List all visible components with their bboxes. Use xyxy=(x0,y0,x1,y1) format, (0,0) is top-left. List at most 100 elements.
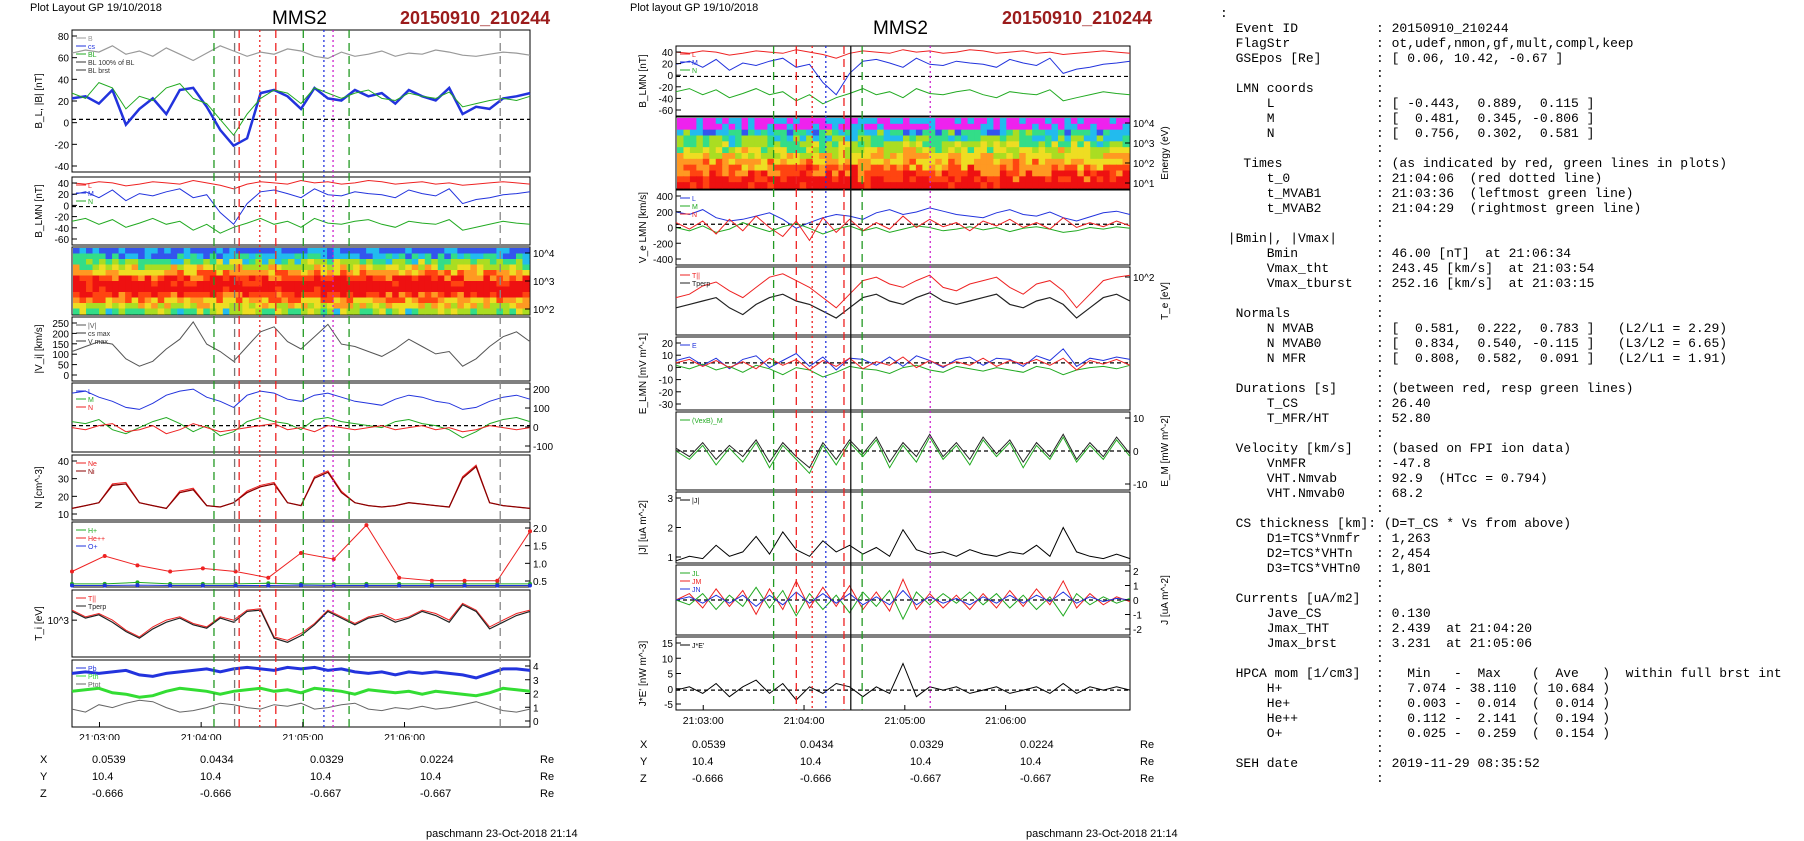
spectrogram-cell xyxy=(398,286,406,293)
spectrogram-cell xyxy=(183,297,191,304)
spectrogram-cell xyxy=(1045,158,1053,166)
y-tick-label: -30 xyxy=(659,400,674,411)
spectrogram-cell xyxy=(444,248,452,255)
spectrogram-cell xyxy=(515,281,524,288)
info-line: O+ : 0.025 - 0.259 ( 0.154 ) xyxy=(1220,726,1611,741)
spectrogram-cell xyxy=(483,264,491,271)
spectrogram-cell xyxy=(780,135,788,142)
legend-label: cs xyxy=(88,44,96,51)
spectrogram-cell xyxy=(935,141,943,148)
spectrogram-cell xyxy=(177,270,185,277)
spectrogram-cell xyxy=(105,253,113,260)
y-tick-label: -20 xyxy=(55,213,70,224)
y-tick-label: 0 xyxy=(533,717,539,728)
spectrogram-cell xyxy=(1045,182,1053,189)
spectrogram-cell xyxy=(281,270,289,277)
series-line xyxy=(71,465,531,510)
spectrogram-cell xyxy=(974,118,982,125)
spectrogram-cell xyxy=(1045,164,1053,172)
spectrogram-cell xyxy=(1116,118,1124,125)
y-axis-label: E_M [mW m^-2] xyxy=(1160,415,1171,487)
spectrogram-cell xyxy=(385,286,393,293)
spectrogram-cell xyxy=(844,176,852,183)
spectrogram-cell xyxy=(954,129,962,137)
spectrogram-cell xyxy=(190,275,198,282)
spectrogram-cell xyxy=(1083,129,1091,137)
coord-value: -0.666 xyxy=(200,787,232,800)
spectrogram-cell xyxy=(715,176,723,183)
spectrogram-cell xyxy=(689,147,697,154)
spectrogram-cell xyxy=(722,182,730,189)
spectrogram-cell xyxy=(496,286,504,293)
spectrogram-cell xyxy=(948,164,956,172)
spectrogram-cell xyxy=(515,292,524,299)
spectrogram-cell xyxy=(73,303,81,310)
spectrogram-cell xyxy=(131,248,139,255)
spectrogram-cell xyxy=(1070,135,1078,142)
spectrogram-cell xyxy=(340,297,348,304)
spectrogram-cell xyxy=(999,158,1007,166)
y-tick-label: 20 xyxy=(58,97,70,108)
spectrogram-cell xyxy=(890,170,898,177)
middle-footer: paschmann 23-Oct-2018 21:14 xyxy=(1026,828,1178,840)
spectrogram-cell xyxy=(79,297,87,304)
spectrogram-cell xyxy=(372,308,380,315)
spectrogram-cell xyxy=(287,292,296,299)
spectrogram-cell xyxy=(786,135,794,142)
spectrogram-cell xyxy=(340,275,348,282)
spectrogram-cell xyxy=(1122,118,1130,125)
spectrogram-cell xyxy=(99,308,107,315)
spectrogram-cell xyxy=(890,182,898,189)
spectrogram-cell xyxy=(307,259,315,266)
spectrogram-cell xyxy=(131,297,139,304)
spectrogram-cell xyxy=(463,292,471,299)
y-tick-label: -10 xyxy=(1133,480,1148,491)
y-tick-label: -10 xyxy=(659,376,674,387)
spectrogram-cell xyxy=(170,292,178,299)
spectrogram-cell xyxy=(287,259,296,266)
y-tick-label: 80 xyxy=(58,32,70,43)
spectrogram-cell xyxy=(1051,129,1059,137)
spectrogram-cell xyxy=(294,297,302,304)
spectrogram-cell xyxy=(1096,147,1104,154)
spectrogram-cell xyxy=(728,135,736,142)
spectrogram-cell xyxy=(974,176,982,183)
spectrogram-cell xyxy=(780,147,788,154)
spectrogram-cell xyxy=(242,264,250,271)
spectrogram-cell xyxy=(183,264,191,271)
spectrogram-cell xyxy=(1057,123,1066,131)
spectrogram-cell xyxy=(1006,118,1014,125)
spectrogram-cell xyxy=(489,281,498,288)
coord-unit: Re xyxy=(540,787,555,800)
spectrogram-cell xyxy=(118,275,126,282)
spectrogram-cell xyxy=(909,141,917,148)
spectrogram-cell xyxy=(715,118,723,125)
spectrogram-cell xyxy=(780,123,788,131)
legend-label: BL brst xyxy=(88,68,110,75)
legend-label: N xyxy=(88,199,93,206)
spectrogram-cell xyxy=(1103,129,1111,137)
spectrogram-cell xyxy=(255,292,263,299)
series-line xyxy=(71,423,531,435)
spectrogram-cell xyxy=(735,176,743,183)
spectrogram-cell xyxy=(857,182,865,189)
spectrogram-cell xyxy=(151,259,159,266)
spectrogram-cell xyxy=(799,176,807,183)
spectrogram-cell xyxy=(909,129,917,137)
spectrogram-cell xyxy=(741,129,749,137)
spectrogram-cell xyxy=(287,270,296,277)
spectrogram-cell xyxy=(877,118,885,125)
spectrogram-cell xyxy=(922,135,930,142)
spectrogram-cell xyxy=(1083,147,1091,154)
spectrogram-cell xyxy=(327,292,335,299)
spectrogram-cell xyxy=(209,308,217,315)
spectrogram-cell xyxy=(696,129,704,137)
spectrogram-cell xyxy=(353,259,361,266)
spectrogram-cell xyxy=(806,153,814,160)
spectrogram-cell xyxy=(941,141,949,148)
spectrogram-cell xyxy=(392,286,400,293)
spectrogram-cell xyxy=(1012,135,1020,142)
y-tick-label: 0 xyxy=(1133,447,1139,458)
spectrogram-cell xyxy=(125,281,133,288)
